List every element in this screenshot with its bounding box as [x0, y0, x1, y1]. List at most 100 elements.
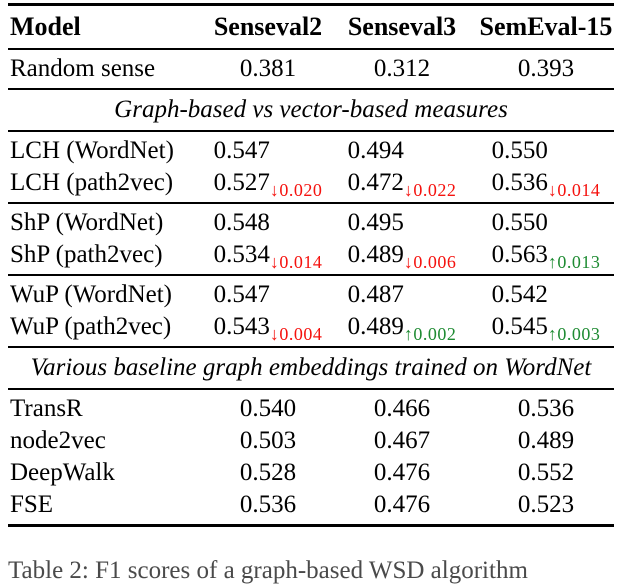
score-value: 0.476: [373, 459, 431, 486]
section-banner-label: Graph-based vs vector-based measures: [114, 96, 508, 123]
paper-table-figure: Model Senseval2 Senseval3 SemEval-15 Random …: [8, 3, 614, 584]
table-section: Random sense 0.381 0.312 0.393: [8, 50, 614, 88]
score-value: 0.523: [517, 491, 575, 518]
score-cell: 0.487↑0.002: [332, 281, 460, 309]
score-cell: 0.547↓0.004: [204, 281, 332, 309]
score-value: 0.472: [347, 169, 404, 196]
delta-value: 0.014: [557, 180, 601, 200]
score-cell: 0.550↓0.014: [460, 137, 614, 165]
score-value: 0.467: [373, 427, 431, 454]
score-value: 0.476: [373, 491, 431, 518]
score-value: 0.494: [347, 137, 404, 164]
table-row: LCH (path2vec) 0.527↓0.020 0.472↓0.022 0.53…: [8, 167, 614, 200]
table-row: WuP (path2vec) 0.543↓0.004 0.489↑0.002 0.54…: [8, 311, 614, 344]
score-value: 0.527: [213, 169, 270, 196]
score-cell: 0.466: [332, 395, 460, 423]
score-cell: 0.523: [460, 491, 614, 519]
score-value: 0.550: [491, 137, 548, 164]
score-cell: 0.548↓0.014: [204, 209, 332, 237]
column-header: Senseval2: [213, 12, 323, 41]
score-value: 0.536: [239, 491, 297, 518]
table-rule: [8, 274, 614, 276]
table-row: DeepWalk 0.528 0.476 0.552: [8, 457, 614, 489]
delta-value: 0.004: [279, 324, 323, 344]
column-header: Model: [10, 12, 81, 41]
table-section: LCH (WordNet)0.547↓0.0200.494↓0.0220.550…: [8, 132, 614, 202]
score-cell: 0.563↑0.013: [460, 241, 614, 272]
score-value: 0.536: [517, 395, 575, 422]
score-cell: 0.312: [332, 55, 460, 83]
table-row: TransR 0.540 0.466 0.536: [8, 393, 614, 425]
score-cell: 0.381: [204, 55, 332, 83]
score-cell: 0.472↓0.022: [332, 169, 460, 200]
score-cell: 0.536: [460, 395, 614, 423]
score-value: 0.547: [213, 137, 270, 164]
down-arrow-icon: ↓: [269, 252, 280, 272]
score-value: 0.393: [517, 55, 575, 82]
up-arrow-icon: ↑: [547, 252, 558, 272]
score-delta: ↓0.020: [270, 180, 323, 200]
score-cell: 0.536↓0.014: [460, 169, 614, 200]
score-cell: 0.528: [204, 459, 332, 487]
model-label: WuP (WordNet): [10, 281, 172, 308]
table-section: WuP (WordNet)0.547↓0.0040.487↑0.0020.542…: [8, 276, 614, 346]
model-label: LCH (path2vec): [10, 169, 174, 196]
score-cell: 0.494↓0.022: [332, 137, 460, 165]
model-label: LCH (WordNet): [10, 137, 174, 164]
score-cell: 0.545↑0.003: [460, 313, 614, 344]
score-cell: 0.536: [204, 491, 332, 519]
score-cell: 0.543↓0.004: [204, 313, 332, 344]
column-header: Senseval3: [347, 12, 457, 41]
delta-value: 0.022: [413, 180, 457, 200]
down-arrow-icon: ↓: [403, 180, 414, 200]
score-value: 0.547: [213, 281, 270, 308]
score-value: 0.528: [239, 459, 297, 486]
table-section: TransR 0.540 0.466 0.536 node2vec 0.503 0.467 0…: [8, 390, 614, 524]
score-value: 0.540: [239, 395, 297, 422]
score-value: 0.548: [213, 209, 270, 236]
table-rule: [8, 3, 614, 6]
table-rule: [8, 130, 614, 132]
score-cell: 0.540: [204, 395, 332, 423]
up-arrow-icon: ↑: [547, 324, 558, 344]
score-value: 0.563: [491, 241, 548, 268]
delta-value: 0.006: [413, 252, 457, 272]
model-label: DeepWalk: [10, 459, 115, 486]
table-header-row: Model Senseval2 Senseval3 SemEval-15: [8, 6, 614, 48]
score-value: 0.466: [373, 395, 431, 422]
score-delta: ↓0.006: [404, 252, 457, 272]
down-arrow-icon: ↓: [547, 180, 558, 200]
score-cell: 0.467: [332, 427, 460, 455]
score-value: 0.543: [213, 313, 270, 340]
score-cell: 0.495↓0.006: [332, 209, 460, 237]
score-cell: 0.527↓0.020: [204, 169, 332, 200]
score-delta: ↓0.014: [270, 252, 323, 272]
score-delta: ↓0.014: [548, 180, 601, 200]
score-value: 0.489: [347, 313, 404, 340]
table-rule: [8, 524, 614, 527]
score-cell: 0.476: [332, 491, 460, 519]
table-row: LCH (WordNet)0.547↓0.0200.494↓0.0220.550…: [8, 135, 614, 167]
table-row: WuP (WordNet)0.547↓0.0040.487↑0.0020.542…: [8, 279, 614, 311]
score-cell: 0.489↓0.006: [332, 241, 460, 272]
score-cell: 0.476: [332, 459, 460, 487]
score-cell: 0.552: [460, 459, 614, 487]
score-delta: ↓0.022: [404, 180, 457, 200]
score-value: 0.542: [491, 281, 548, 308]
table-row: FSE 0.536 0.476 0.523: [8, 489, 614, 521]
score-delta: ↑0.002: [404, 324, 457, 344]
down-arrow-icon: ↓: [269, 324, 280, 344]
delta-value: 0.003: [557, 324, 601, 344]
model-label: Random sense: [10, 55, 156, 82]
score-value: 0.489: [517, 427, 575, 454]
score-value: 0.495: [347, 209, 404, 236]
score-cell: 0.542↑0.003: [460, 281, 614, 309]
table-row: ShP (WordNet)0.548↓0.0140.495↓0.0060.550…: [8, 207, 614, 239]
delta-value: 0.013: [557, 252, 601, 272]
table-row: ShP (path2vec) 0.534↓0.014 0.489↓0.006 0.56…: [8, 239, 614, 272]
column-header: SemEval-15: [479, 12, 613, 41]
score-delta: ↑0.013: [548, 252, 601, 272]
table-row: node2vec 0.503 0.467 0.489: [8, 425, 614, 457]
score-value: 0.312: [373, 55, 431, 82]
score-cell: 0.393: [460, 55, 614, 83]
